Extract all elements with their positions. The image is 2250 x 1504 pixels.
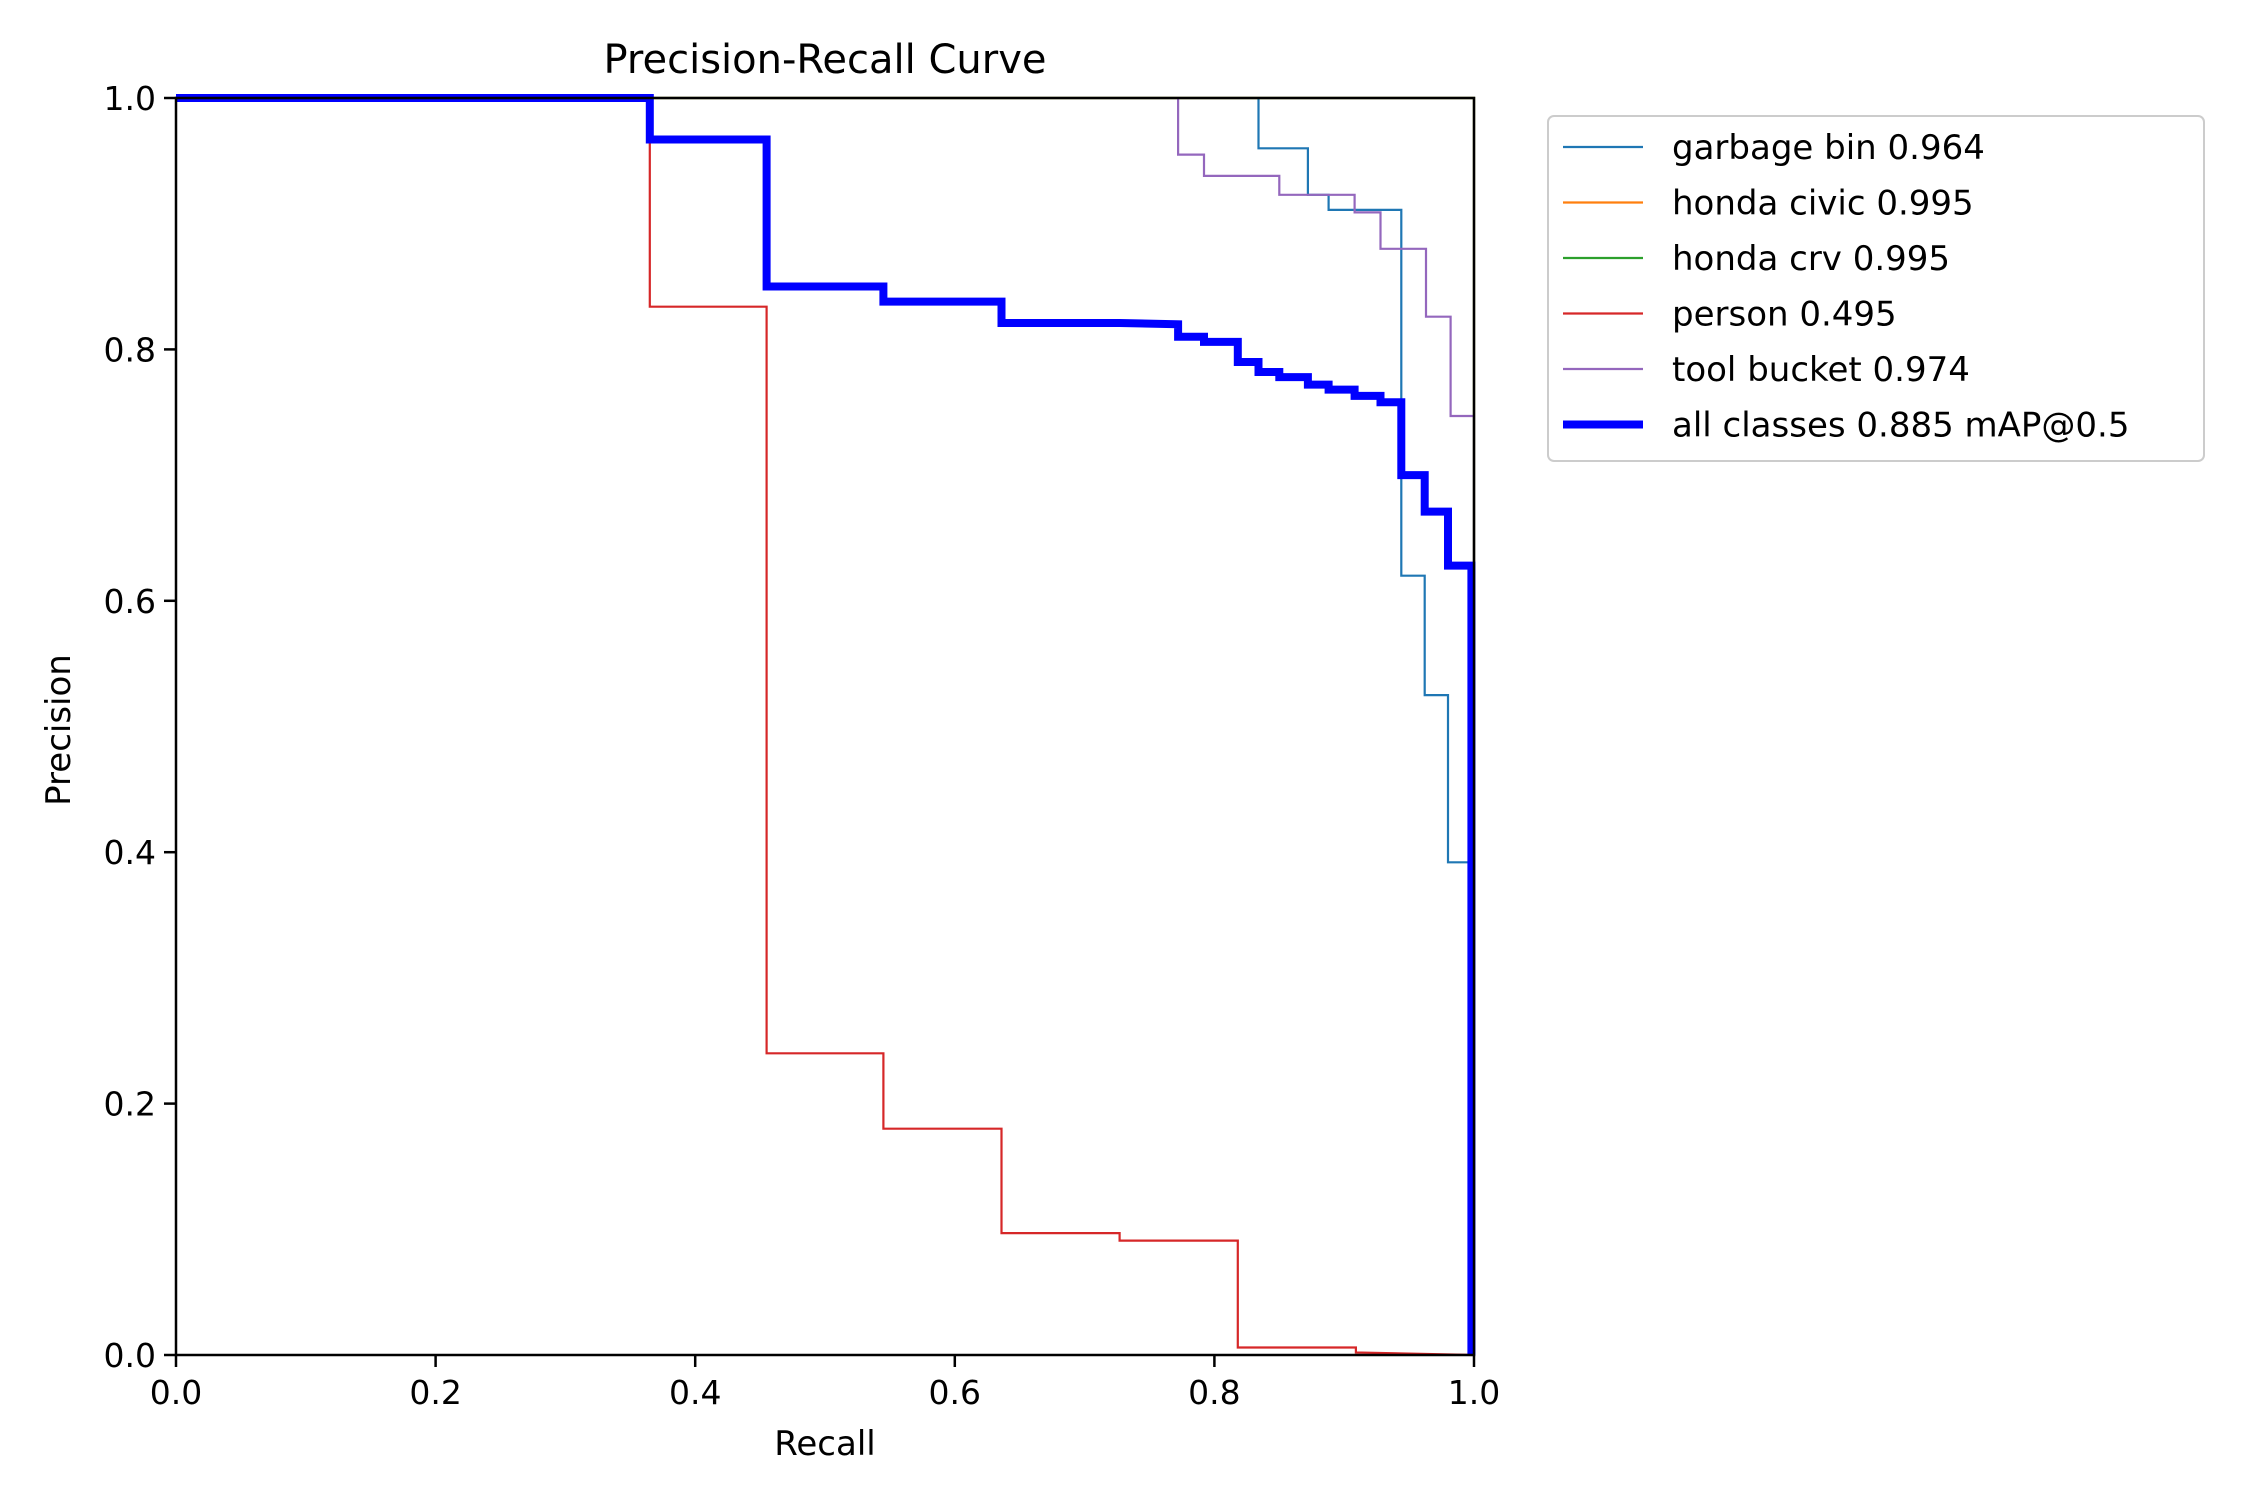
x-tick-label: 0.6 bbox=[929, 1373, 981, 1412]
x-tick-label: 0.0 bbox=[150, 1373, 202, 1412]
x-tick-label: 0.4 bbox=[669, 1373, 721, 1412]
series-line-3 bbox=[176, 96, 1475, 1357]
x-tick-label: 0.8 bbox=[1188, 1373, 1240, 1412]
legend-box bbox=[1547, 115, 2205, 462]
series-line-4 bbox=[1176, 98, 1476, 1355]
legend-label-3: person 0.495 bbox=[1672, 295, 1897, 335]
x-tick-label: 1.0 bbox=[1448, 1373, 1500, 1412]
y-tick-label: 1.0 bbox=[104, 79, 156, 118]
x-axis-label: Recall bbox=[774, 1424, 875, 1464]
plot-area-frame bbox=[174, 96, 1476, 1357]
legend-label-0: garbage bin 0.964 bbox=[1672, 128, 1985, 168]
legend: garbage bin 0.964 honda civic 0.995 honda … bbox=[1547, 115, 2205, 462]
y-tick-label: 0.0 bbox=[104, 1336, 156, 1375]
series-lines bbox=[176, 94, 1476, 1357]
legend-label-5: all classes 0.885 mAP@0.5 bbox=[1672, 406, 2129, 446]
y-tick-label: 0.6 bbox=[104, 582, 156, 621]
x-tick-label: 0.2 bbox=[409, 1373, 461, 1412]
y-tick-label: 0.2 bbox=[104, 1085, 156, 1124]
legend-label-4: tool bucket 0.974 bbox=[1672, 350, 1970, 390]
series-line-5 bbox=[176, 94, 1476, 1355]
y-tick-label: 0.8 bbox=[104, 330, 156, 369]
legend-label-1: honda civic 0.995 bbox=[1672, 184, 1974, 224]
series-line-0 bbox=[1257, 98, 1473, 1355]
legend-label-2: honda crv 0.995 bbox=[1672, 239, 1950, 279]
axis-ticks: 0.0 0.2 0.4 0.6 0.8 1.0 0.0 0.2 0.4 0.6 0.8 1.0 bbox=[104, 79, 1501, 1412]
chart-title: Precision-Recall Curve bbox=[604, 37, 1047, 83]
legend-items: garbage bin 0.964 honda civic 0.995 honda … bbox=[1563, 128, 2129, 446]
y-tick-label: 0.4 bbox=[104, 833, 156, 872]
y-axis-label: Precision bbox=[39, 654, 79, 806]
